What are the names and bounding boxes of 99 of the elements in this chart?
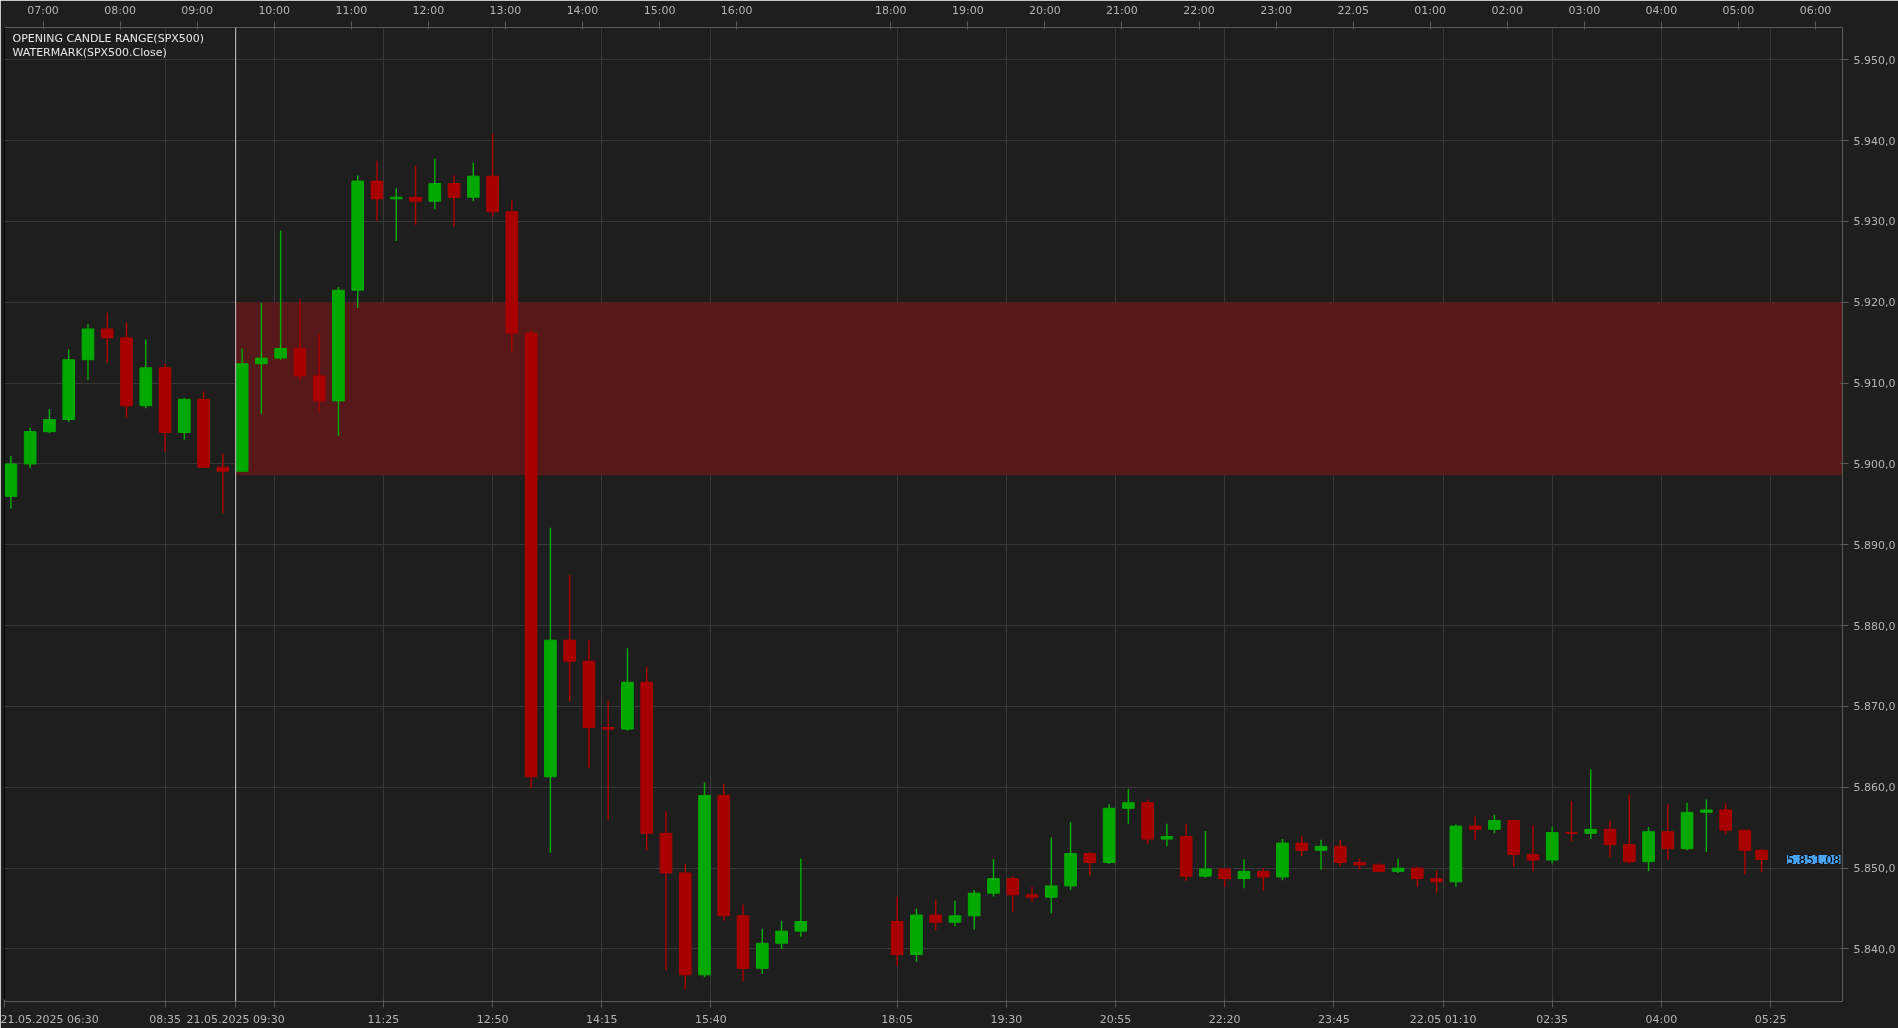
candlestick — [1218, 867, 1232, 888]
y-tick-label: 5.920,0 — [1853, 296, 1896, 310]
x-tick-label: 18:05 — [881, 1012, 914, 1026]
candlestick — [1391, 857, 1405, 874]
candlestick — [255, 302, 268, 415]
x2-tick-label: 22.05 — [1337, 3, 1369, 17]
y-tick-label: 5.850,0 — [1853, 862, 1896, 876]
x-tick-label: 21.05.2025 09:30 — [186, 1012, 285, 1026]
candlestick — [447, 174, 461, 228]
candlestick — [1700, 798, 1713, 853]
candlestick — [1719, 802, 1732, 835]
candlestick — [948, 899, 962, 928]
x2-tick-label: 13:00 — [489, 3, 522, 17]
x-tick-label: 02:35 — [1536, 1012, 1569, 1026]
x-tick-label: 05:25 — [1754, 1012, 1787, 1026]
candlestick — [1199, 830, 1212, 879]
candlestick — [1430, 869, 1443, 894]
x-tick-label: 22:20 — [1208, 1012, 1241, 1026]
candlestick — [466, 161, 480, 203]
annotation: 5.851,08 — [1787, 852, 1841, 867]
candlestick — [1160, 822, 1174, 848]
x2-tick-label: 01:00 — [1414, 3, 1447, 17]
x-tick-label: 21.05.2025 06:30 — [0, 1012, 99, 1026]
candlestick — [1603, 819, 1617, 859]
x-tick-label: 12:50 — [476, 1012, 509, 1026]
candlestick — [1738, 829, 1752, 876]
candlestick — [1661, 803, 1675, 861]
x2-tick-label: 23:00 — [1260, 3, 1292, 17]
y-tick-label: 5.930,0 — [1853, 215, 1896, 229]
x2-tick-label: 19:00 — [951, 3, 984, 17]
x2-tick-label: 05:00 — [1722, 3, 1755, 17]
candlestick — [1237, 858, 1251, 890]
x-tick-label: 15:40 — [695, 1012, 727, 1026]
candlestick — [794, 857, 808, 938]
x-tick-label: 04:00 — [1645, 1012, 1678, 1026]
candlestick — [1006, 875, 1020, 913]
candlestick — [1083, 851, 1097, 877]
candlestick — [1044, 836, 1058, 915]
x2-tick-label: 21:00 — [1106, 3, 1138, 17]
x2-tick-label: 02:00 — [1491, 3, 1524, 17]
x2-tick-label: 11:00 — [335, 3, 368, 17]
candlestick — [1025, 885, 1039, 903]
candlestick — [1468, 815, 1482, 841]
x2-tick-label: 07:00 — [27, 3, 59, 17]
candlestick — [1622, 793, 1636, 865]
candlestick — [601, 700, 615, 821]
candlestick — [967, 889, 981, 931]
y-tick-label: 5.940,0 — [1853, 134, 1896, 148]
candlestick — [428, 157, 442, 211]
candlestick — [1565, 800, 1578, 843]
x2-tick-label: 08:00 — [104, 3, 136, 17]
candlestick — [1526, 824, 1540, 873]
candlestick — [100, 312, 114, 364]
x-tick-label: 22.05 01:10 — [1409, 1012, 1477, 1026]
candlestick — [43, 408, 56, 435]
y-tick-label: 5.910,0 — [1853, 377, 1896, 391]
x2-tick-label: 06:00 — [1799, 3, 1832, 17]
y-tick-label: 5.870,0 — [1853, 700, 1896, 714]
y-tick-label: 5.950,0 — [1853, 53, 1896, 67]
y-tick-label: 5.880,0 — [1853, 619, 1896, 633]
x-tick-label: 20:55 — [1099, 1012, 1132, 1026]
annotation: OPENING CANDLE RANGE(SPX500) — [12, 31, 205, 45]
candlestick — [370, 160, 384, 222]
x-tick-label: 14:15 — [585, 1012, 618, 1026]
candlestick — [409, 164, 422, 226]
candlestick — [1314, 839, 1328, 871]
x2-tick-label: 18:00 — [874, 3, 907, 17]
candlestick — [1295, 835, 1309, 857]
candlestick — [563, 573, 576, 703]
annotation: WATERMARK(SPX500.Close) — [12, 45, 167, 59]
candlestick — [1488, 814, 1501, 835]
candlestick — [987, 858, 1000, 898]
x2-tick-label: 12:00 — [412, 3, 445, 17]
x2-tick-label: 03:00 — [1568, 3, 1601, 17]
x2-tick-label: 14:00 — [566, 3, 599, 17]
candlestick — [216, 452, 230, 515]
candlestick — [389, 187, 403, 242]
x2-tick-label: 04:00 — [1645, 3, 1678, 17]
x2-tick-label: 15:00 — [643, 3, 676, 17]
x-tick-label: 11:25 — [367, 1012, 400, 1026]
candlestick — [274, 229, 287, 361]
candlestick — [1256, 867, 1270, 892]
candlestick — [929, 898, 943, 932]
x2-tick-label: 16:00 — [720, 3, 753, 17]
y-tick-label: 5.840,0 — [1853, 942, 1896, 956]
y-tick-label: 5.900,0 — [1853, 457, 1896, 471]
x-tick-label: 19:30 — [990, 1012, 1023, 1026]
x2-tick-label: 22:00 — [1183, 3, 1215, 17]
y-tick-label: 5.860,0 — [1853, 781, 1896, 795]
candlestick — [1584, 768, 1598, 840]
x2-tick-label: 10:00 — [258, 3, 291, 17]
x-tick-label: 08:35 — [149, 1012, 181, 1026]
y-tick-label: 5.890,0 — [1853, 538, 1896, 552]
x-tick-label: 23:45 — [1318, 1012, 1350, 1026]
x2-tick-label: 20:00 — [1029, 3, 1061, 17]
candlestick — [1122, 788, 1135, 825]
candlestick — [775, 919, 788, 950]
x2-tick-label: 09:00 — [181, 3, 214, 17]
candlestick — [1333, 839, 1347, 868]
